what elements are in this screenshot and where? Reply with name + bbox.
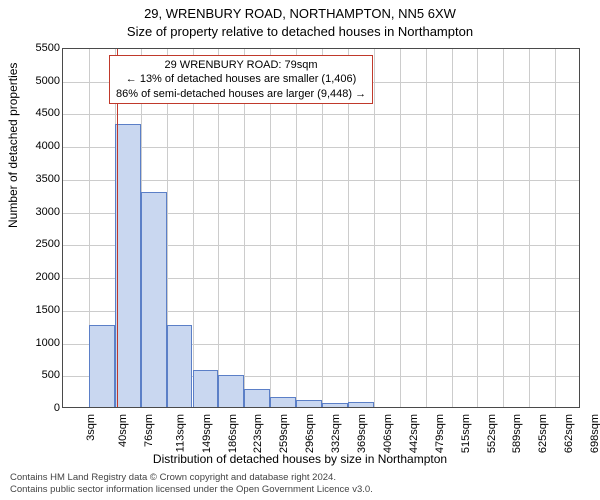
- histogram-bar: [296, 400, 322, 407]
- gridline-v: [555, 49, 556, 407]
- x-tick-label: 552sqm: [486, 414, 498, 453]
- x-tick-label: 149sqm: [201, 414, 213, 453]
- y-tick-label: 2000: [24, 271, 60, 283]
- y-tick-label: 1000: [24, 337, 60, 349]
- y-tick-label: 500: [24, 369, 60, 381]
- callout-box: 29 WRENBURY ROAD: 79sqm← 13% of detached…: [109, 55, 373, 104]
- x-tick-label: 479sqm: [434, 414, 446, 453]
- y-tick-label: 0: [24, 402, 60, 414]
- gridline-v: [426, 49, 427, 407]
- y-tick-label: 1500: [24, 304, 60, 316]
- histogram-bar: [322, 403, 348, 407]
- plot-area: 29 WRENBURY ROAD: 79sqm← 13% of detached…: [62, 48, 580, 408]
- y-tick-label: 4000: [24, 140, 60, 152]
- y-axis-label: Number of detached properties: [6, 63, 20, 228]
- histogram-bar: [270, 397, 296, 407]
- x-tick-label: 296sqm: [304, 414, 316, 453]
- callout-line-1: 29 WRENBURY ROAD: 79sqm: [116, 58, 366, 72]
- y-tick-label: 3000: [24, 206, 60, 218]
- x-tick-label: 662sqm: [563, 414, 575, 453]
- x-tick-label: 40sqm: [117, 414, 129, 447]
- x-tick-label: 442sqm: [408, 414, 420, 453]
- x-tick-label: 76sqm: [143, 414, 155, 447]
- credit-line-1: Contains HM Land Registry data © Crown c…: [10, 472, 373, 484]
- y-tick-label: 5500: [24, 42, 60, 54]
- x-tick-label: 3sqm: [85, 414, 97, 441]
- x-tick-label: 589sqm: [512, 414, 524, 453]
- histogram-bar: [115, 124, 141, 407]
- callout-line-2: ← 13% of detached houses are smaller (1,…: [116, 72, 366, 86]
- histogram-bar: [244, 389, 270, 407]
- credit-line-2: Contains public sector information licen…: [10, 484, 373, 496]
- callout-line-3: 86% of semi-detached houses are larger (…: [116, 87, 366, 101]
- y-tick-label: 4500: [24, 107, 60, 119]
- histogram-bar: [167, 325, 193, 407]
- y-tick-label: 5000: [24, 75, 60, 87]
- x-tick-label: 113sqm: [174, 414, 186, 452]
- histogram-bar: [218, 375, 244, 407]
- credits-text: Contains HM Land Registry data © Crown c…: [10, 472, 373, 496]
- gridline-v: [374, 49, 375, 407]
- x-tick-label: 332sqm: [330, 414, 342, 453]
- x-tick-label: 698sqm: [589, 414, 600, 453]
- gridline-v: [503, 49, 504, 407]
- x-tick-label: 369sqm: [356, 414, 368, 453]
- chart-container: 29, WRENBURY ROAD, NORTHAMPTON, NN5 6XW …: [0, 0, 600, 500]
- y-tick-label: 3500: [24, 173, 60, 185]
- x-tick-label: 625sqm: [537, 414, 549, 453]
- gridline-v: [400, 49, 401, 407]
- gridline-v: [477, 49, 478, 407]
- x-tick-label: 186sqm: [227, 414, 239, 453]
- chart-subtitle: Size of property relative to detached ho…: [0, 24, 600, 39]
- histogram-bar: [193, 370, 219, 407]
- histogram-bar: [89, 325, 115, 407]
- histogram-bar: [348, 402, 374, 407]
- address-title: 29, WRENBURY ROAD, NORTHAMPTON, NN5 6XW: [0, 6, 600, 21]
- y-tick-label: 2500: [24, 238, 60, 250]
- gridline-v: [452, 49, 453, 407]
- x-tick-label: 223sqm: [253, 414, 265, 453]
- histogram-bar: [141, 192, 167, 407]
- x-tick-label: 406sqm: [382, 414, 394, 453]
- x-tick-label: 259sqm: [278, 414, 290, 453]
- x-axis-label: Distribution of detached houses by size …: [0, 452, 600, 466]
- x-tick-label: 515sqm: [460, 414, 472, 453]
- gridline-v: [529, 49, 530, 407]
